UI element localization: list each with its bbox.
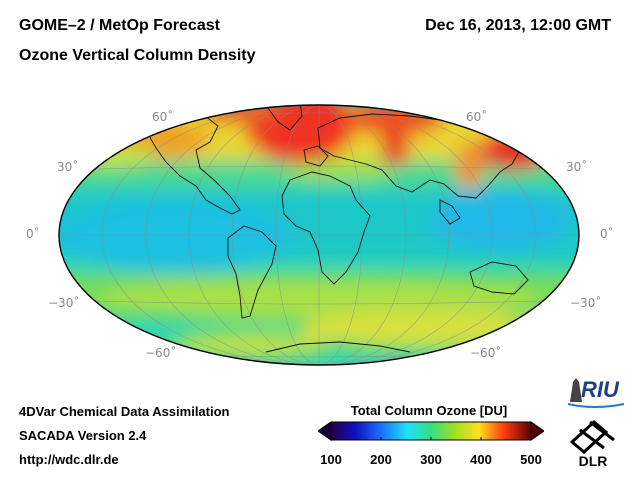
lat-label-s60-right: −60˚ [470, 346, 502, 360]
lat-label-n60-right: 60˚ [466, 110, 488, 124]
lat-label-s30: −30˚ [48, 296, 80, 310]
forecast-datetime: Dec 16, 2013, 12:00 GMT [425, 17, 611, 34]
lat-label-eq-right: 0˚ [600, 227, 614, 241]
product-title: GOME–2 / MetOp Forecast [19, 17, 220, 34]
dlr-emblem-icon [569, 420, 615, 454]
lat-label-s30-right: −30˚ [570, 296, 602, 310]
riu-logo-text: RIU [581, 377, 620, 402]
colorbar-max-arrow [530, 421, 544, 441]
lat-label-n30: 30˚ [57, 160, 79, 174]
footer-version: SACADA Version 2.4 [19, 428, 147, 443]
colorbar [318, 421, 544, 441]
lat-label-n60: 60˚ [152, 110, 174, 124]
colorbar-tick-100: 100 [320, 452, 342, 467]
lat-label-s60: −60˚ [145, 346, 177, 360]
colorbar-title: Total Column Ozone [DU] [350, 403, 508, 418]
dlr-logo-text: DLR [579, 453, 608, 469]
coastlines [147, 105, 529, 353]
product-subtitle: Ozone Vertical Column Density [19, 47, 256, 64]
colorbar-tick-400: 400 [470, 452, 492, 467]
colorbar-tick-500: 500 [520, 452, 542, 467]
footer-url: http://wdc.dlr.de [19, 452, 119, 467]
ozone-map [58, 104, 580, 366]
map-border [58, 104, 580, 366]
riu-tower-icon [570, 378, 582, 402]
ozone-field [59, 105, 579, 365]
colorbar-tick-300: 300 [420, 452, 442, 467]
lat-label-eq: 0˚ [26, 227, 40, 241]
colorbar-tick-200: 200 [370, 452, 392, 467]
footer-method: 4DVar Chemical Data Assimilation [19, 404, 230, 419]
riu-logo: RIU [567, 377, 625, 408]
lat-label-n30-right: 30˚ [566, 160, 588, 174]
dlr-logo: DLR [569, 420, 615, 469]
colorbar-min-arrow [318, 421, 332, 441]
colorbar-ticks [330, 437, 532, 440]
